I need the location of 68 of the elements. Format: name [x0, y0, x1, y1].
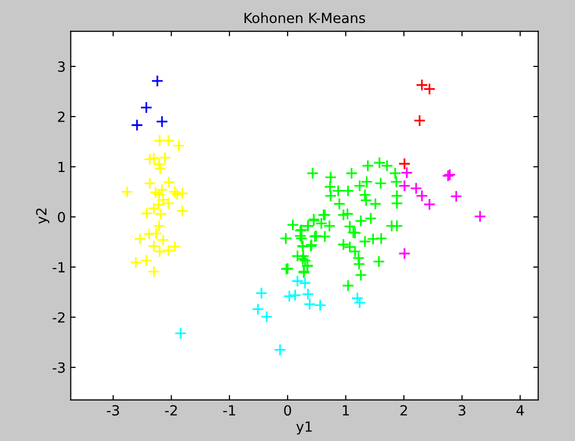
point	[474, 210, 486, 223]
y-tick-label: -1	[52, 262, 65, 272]
x-tick-label: 3	[458, 405, 466, 416]
x-tick-label: 0	[284, 405, 292, 416]
point	[174, 327, 187, 340]
point	[170, 188, 184, 201]
point	[148, 265, 160, 278]
point	[154, 208, 168, 220]
point	[176, 187, 189, 200]
point	[291, 274, 304, 288]
point	[353, 296, 366, 309]
point	[144, 177, 156, 190]
point	[252, 302, 264, 316]
point	[288, 288, 302, 302]
point	[255, 286, 268, 300]
y-tick-label: -3	[52, 362, 65, 373]
x-tick-label: -2	[165, 405, 177, 416]
y-axis-title: y2	[36, 208, 50, 224]
point	[172, 139, 186, 152]
point	[134, 232, 146, 246]
x-tick-label: 1	[342, 405, 349, 416]
point	[151, 74, 164, 88]
y-tick-label: 3	[58, 61, 65, 72]
point	[274, 344, 286, 356]
point	[148, 152, 160, 164]
point	[298, 276, 312, 290]
chart-title: Kohonen K-Means	[244, 12, 366, 24]
point	[423, 198, 436, 211]
point	[413, 114, 426, 127]
point	[450, 190, 462, 203]
point	[140, 101, 153, 114]
point	[176, 204, 189, 218]
point	[120, 186, 134, 198]
point	[148, 240, 160, 252]
point	[260, 310, 273, 323]
point	[162, 134, 175, 147]
point	[168, 186, 182, 198]
y-tick-label: 0	[58, 212, 65, 222]
point	[130, 256, 142, 269]
point	[398, 180, 411, 192]
point	[423, 82, 436, 96]
point	[303, 298, 316, 310]
point	[302, 288, 314, 300]
point	[400, 166, 414, 179]
point	[144, 153, 156, 166]
x-tick-label: -3	[106, 405, 119, 416]
x-tick-label: 4	[516, 405, 524, 416]
point	[153, 134, 166, 147]
point	[410, 182, 422, 195]
y-tick-label: 1	[58, 162, 65, 172]
point	[398, 247, 411, 260]
point	[140, 254, 153, 267]
point	[283, 290, 296, 302]
y-tick-label: 2	[58, 112, 64, 122]
point	[143, 228, 156, 240]
point	[416, 190, 428, 202]
point	[154, 162, 166, 175]
y-tick-label: -2	[52, 312, 64, 322]
x-axis-title: y1	[296, 421, 312, 435]
point	[153, 245, 166, 258]
x-tick-label: -1	[223, 405, 236, 416]
point	[156, 115, 168, 128]
point	[416, 78, 428, 92]
point	[156, 234, 170, 246]
point	[130, 118, 144, 132]
x-tick-label: 2	[400, 405, 407, 416]
point	[398, 158, 411, 170]
point	[314, 298, 326, 312]
